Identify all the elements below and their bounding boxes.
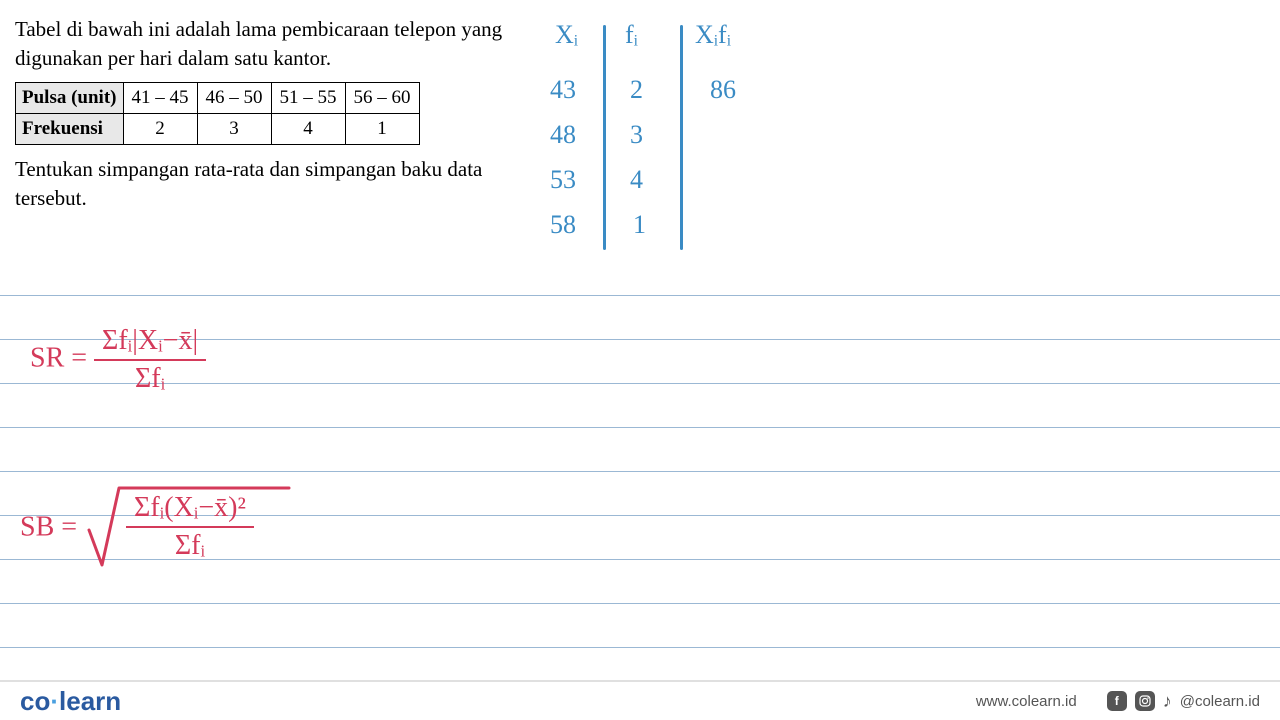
- table-row: Pulsa (unit) 41 – 45 46 – 50 51 – 55 56 …: [16, 82, 420, 113]
- logo-text-right: learn: [59, 686, 121, 716]
- cell: 41 – 45: [123, 82, 197, 113]
- cell: 4: [271, 113, 345, 144]
- brand-logo: co·learn: [20, 686, 121, 717]
- data-table: Pulsa (unit) 41 – 45 46 – 50 51 – 55 56 …: [15, 82, 420, 145]
- cell: 2: [123, 113, 197, 144]
- sqrt-icon: Σfᵢ(Xᵢ−x̄)² Σfᵢ: [84, 480, 294, 575]
- instagram-icon: [1135, 691, 1155, 711]
- sr-label: SR =: [30, 342, 87, 373]
- vertical-divider-icon: [603, 25, 606, 250]
- hw-cell: 43: [550, 75, 576, 105]
- fraction: Σfᵢ|Xᵢ−x̄| Σfᵢ: [94, 325, 206, 395]
- facebook-icon: f: [1107, 691, 1127, 711]
- problem-intro: Tabel di bawah ini adalah lama pembicara…: [15, 15, 515, 74]
- hw-cell: 2: [630, 75, 643, 105]
- hw-cell: 1: [633, 210, 646, 240]
- social-icons: f ♪ @colearn.id: [1107, 691, 1260, 712]
- table-row: Frekuensi 2 3 4 1: [16, 113, 420, 144]
- hw-header-xi: Xᵢ: [555, 20, 578, 50]
- cell: 1: [345, 113, 419, 144]
- ruled-line-icon: [0, 603, 1280, 604]
- sb-label: SB =: [20, 512, 77, 543]
- hw-cell: 3: [630, 120, 643, 150]
- footer-url: www.colearn.id: [976, 693, 1077, 710]
- problem-content: Tabel di bawah ini adalah lama pembicara…: [15, 15, 515, 214]
- sb-denominator: Σfᵢ: [126, 528, 254, 562]
- formula-sr: SR = Σfᵢ|Xᵢ−x̄| Σfᵢ: [30, 325, 206, 395]
- vertical-divider-icon: [680, 25, 683, 250]
- hw-cell: 4: [630, 165, 643, 195]
- hw-cell: 86: [710, 75, 736, 105]
- cell: 56 – 60: [345, 82, 419, 113]
- hw-header-xifi: Xᵢfᵢ: [695, 20, 731, 50]
- hw-cell: 53: [550, 165, 576, 195]
- handwritten-work-table: Xᵢ fᵢ Xᵢfᵢ 43 2 86 48 3 53 4 58 1: [545, 20, 845, 260]
- fraction: Σfᵢ(Xᵢ−x̄)² Σfᵢ: [126, 492, 254, 562]
- sr-numerator: Σfᵢ|Xᵢ−x̄|: [94, 325, 206, 361]
- hw-cell: 48: [550, 120, 576, 150]
- ruled-line-icon: [0, 427, 1280, 428]
- row-label-frekuensi: Frekuensi: [16, 113, 124, 144]
- ruled-line-icon: [0, 471, 1280, 472]
- cell: 46 – 50: [197, 82, 271, 113]
- tiktok-icon: ♪: [1163, 691, 1172, 712]
- cell: 51 – 55: [271, 82, 345, 113]
- ruled-line-icon: [0, 295, 1280, 296]
- problem-question: Tentukan simpangan rata-rata dan simpang…: [15, 155, 515, 214]
- footer-handle: @colearn.id: [1180, 693, 1260, 710]
- ruled-line-icon: [0, 647, 1280, 648]
- formula-sb: SB = Σfᵢ(Xᵢ−x̄)² Σfᵢ: [20, 480, 294, 575]
- row-label-pulsa: Pulsa (unit): [16, 82, 124, 113]
- sb-numerator: Σfᵢ(Xᵢ−x̄)²: [126, 492, 254, 528]
- footer: co·learn www.colearn.id f ♪ @colearn.id: [0, 680, 1280, 720]
- hw-header-fi: fᵢ: [625, 20, 638, 50]
- hw-cell: 58: [550, 210, 576, 240]
- footer-right: www.colearn.id f ♪ @colearn.id: [976, 691, 1260, 712]
- logo-dot: ·: [50, 686, 59, 716]
- sr-denominator: Σfᵢ: [94, 361, 206, 395]
- logo-text-left: co: [20, 686, 50, 716]
- cell: 3: [197, 113, 271, 144]
